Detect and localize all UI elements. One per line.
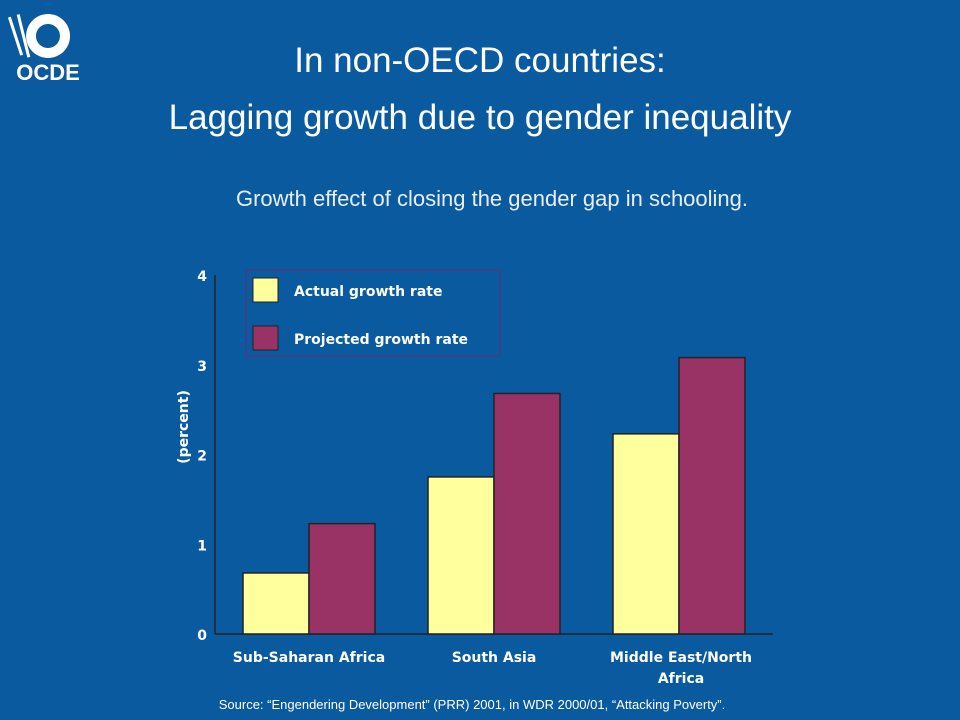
legend-label-0: Actual growth rate xyxy=(294,284,442,300)
page-title-line2: Lagging growth due to gender inequality xyxy=(168,98,792,137)
legend-box xyxy=(245,269,501,357)
source-note: Source: “Engendering Development” (PRR) … xyxy=(218,697,726,712)
oecd-logo: OCDE xyxy=(8,14,80,85)
x-category-label: Africa xyxy=(658,671,704,687)
bar-projected-1 xyxy=(493,392,561,635)
bar-actual-1 xyxy=(427,476,495,635)
x-category-label: Sub-Saharan Africa xyxy=(233,650,385,666)
x-category-label: South Asia xyxy=(452,650,537,666)
bar-actual-0 xyxy=(242,572,310,635)
legend-swatch-0 xyxy=(252,277,279,303)
legend-swatch-1 xyxy=(252,325,279,351)
page-title-line1: In non-OECD countries: xyxy=(294,41,666,80)
chart-subtitle: Growth effect of closing the gender gap … xyxy=(235,186,749,211)
legend-label-1: Projected growth rate xyxy=(294,332,468,348)
bar-actual-2 xyxy=(612,433,680,635)
y-tick-label: 3 xyxy=(197,359,207,375)
bar-projected-2 xyxy=(678,356,746,635)
y-axis-label: (percent) xyxy=(176,390,192,464)
logo-text: OCDE xyxy=(16,60,80,85)
x-category-label: Middle East/North xyxy=(610,650,752,666)
bar-projected-0 xyxy=(308,522,376,635)
y-tick-label: 1 xyxy=(197,538,207,554)
y-tick-label: 2 xyxy=(197,449,207,465)
y-tick-label: 4 xyxy=(197,269,207,285)
y-tick-label: 0 xyxy=(197,628,207,644)
